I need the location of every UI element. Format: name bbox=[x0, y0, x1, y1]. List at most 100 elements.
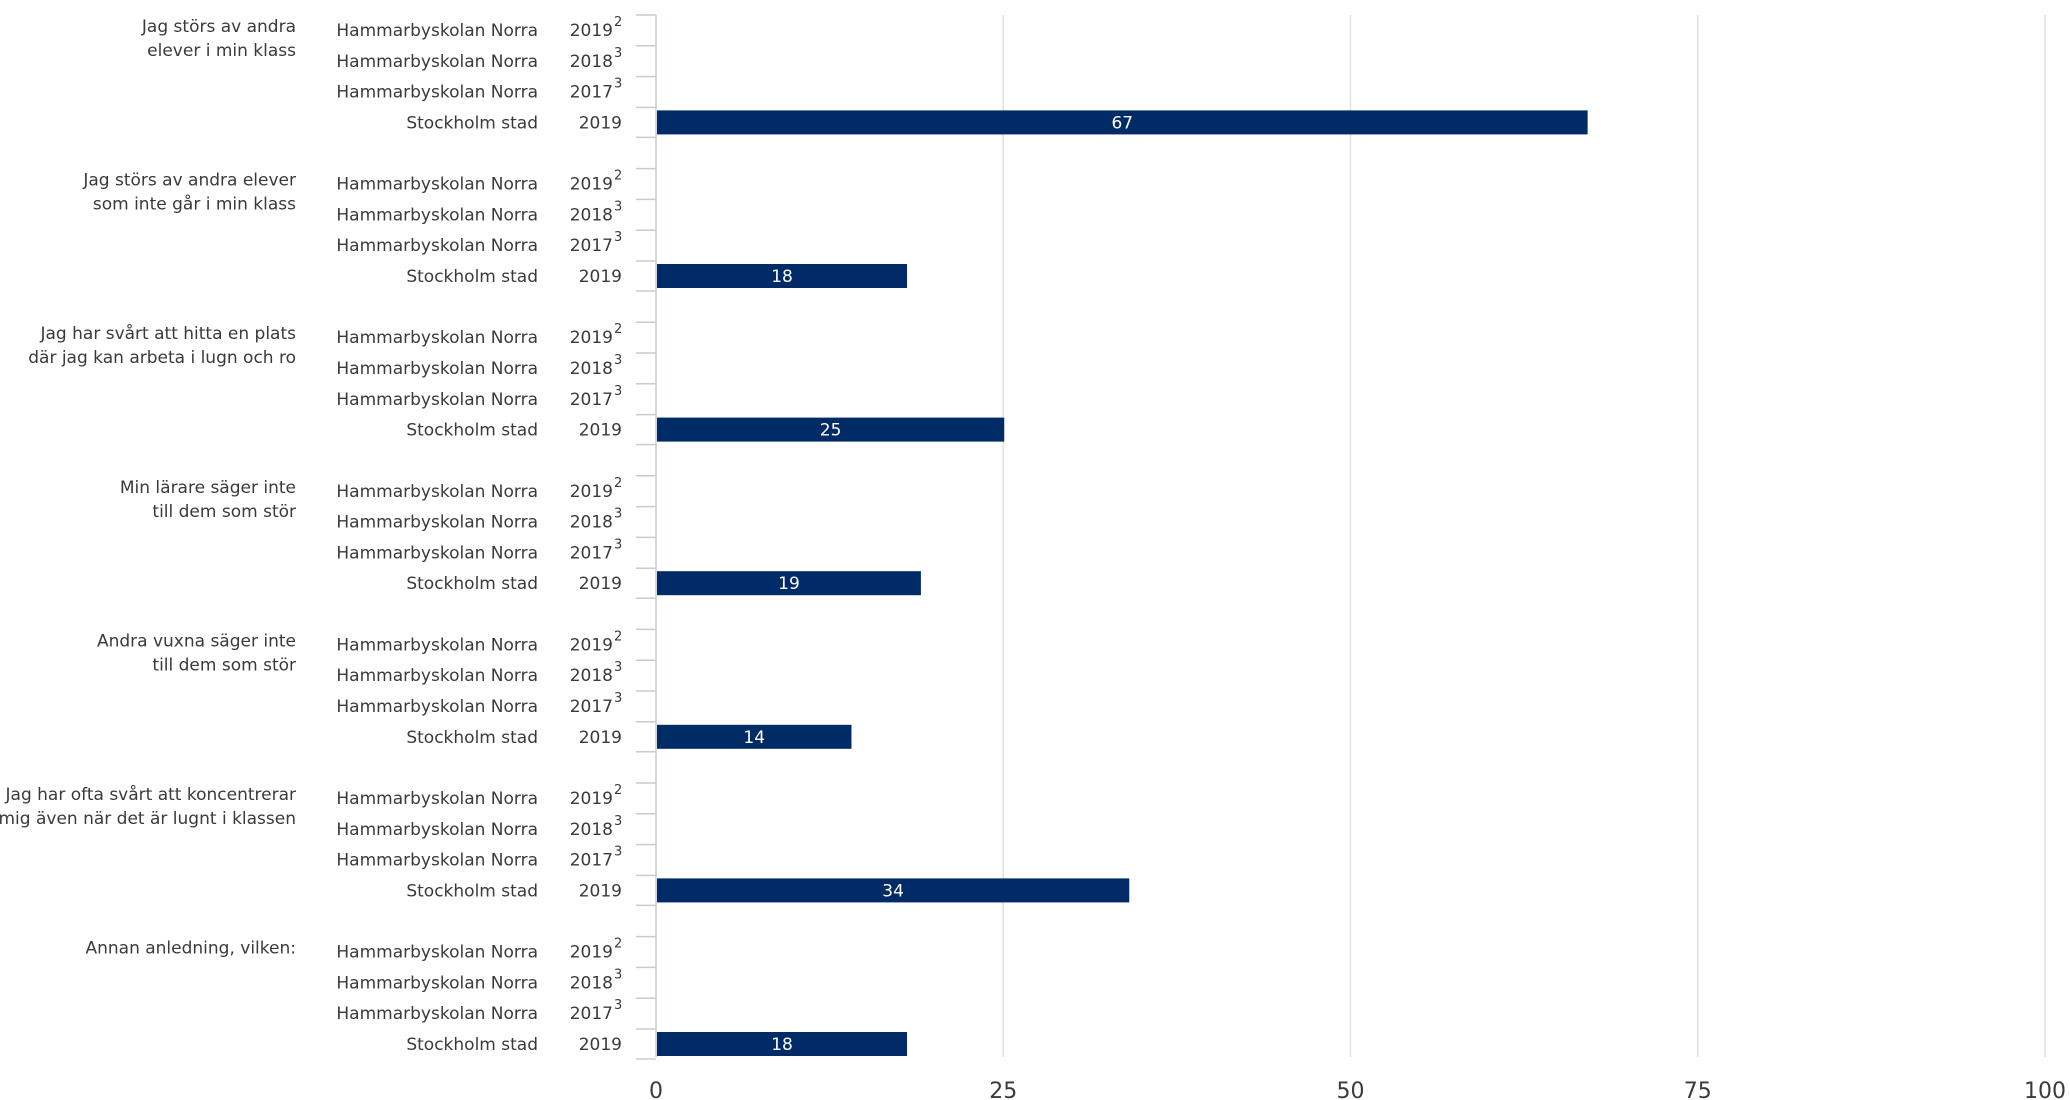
row-name-label: Hammarbyskolan Norra bbox=[336, 236, 538, 256]
row-name-label: Hammarbyskolan Norra bbox=[336, 973, 538, 993]
row-name-label: Stockholm stad bbox=[406, 728, 538, 748]
row-name-label: Stockholm stad bbox=[406, 574, 538, 594]
footnote-marker: 3 bbox=[614, 537, 622, 552]
row-name-label: Hammarbyskolan Norra bbox=[336, 175, 538, 195]
row-name-label: Hammarbyskolan Norra bbox=[336, 482, 538, 502]
bar-value-label: 67 bbox=[1111, 113, 1133, 133]
row-name-label: Hammarbyskolan Norra bbox=[336, 205, 538, 225]
row-name-label: Hammarbyskolan Norra bbox=[336, 851, 538, 871]
footnote-marker: 3 bbox=[614, 384, 622, 399]
row-year-label: 2017 bbox=[570, 390, 613, 410]
x-tick-label: 50 bbox=[1337, 1079, 1365, 1100]
footnote-marker: 2 bbox=[614, 783, 622, 798]
row-year-label: 2018 bbox=[570, 359, 613, 379]
bar-value-label: 18 bbox=[771, 1035, 793, 1055]
question-label: Jag störs av andra elever bbox=[82, 171, 296, 191]
question-label: Andra vuxna säger inte bbox=[97, 631, 296, 651]
row-year-label: 2017 bbox=[570, 236, 613, 256]
footnote-marker: 3 bbox=[614, 967, 622, 982]
row-year-label: 2018 bbox=[570, 205, 613, 225]
row-name-label: Stockholm stad bbox=[406, 1035, 538, 1055]
question-label: som inte går i min klass bbox=[93, 194, 296, 215]
footnote-marker: 2 bbox=[614, 169, 622, 184]
row-year-label: 2019 bbox=[570, 328, 613, 348]
row-name-label: Stockholm stad bbox=[406, 881, 538, 901]
row-name-label: Hammarbyskolan Norra bbox=[336, 543, 538, 563]
x-tick-label: 100 bbox=[2024, 1079, 2066, 1100]
bar-value-label: 18 bbox=[771, 267, 793, 287]
row-name-label: Hammarbyskolan Norra bbox=[336, 666, 538, 686]
bars: 67 18 25 19 14 34 18 bbox=[657, 110, 1588, 1056]
row-name-label: Hammarbyskolan Norra bbox=[336, 21, 538, 41]
row-name-label: Hammarbyskolan Norra bbox=[336, 513, 538, 533]
row-year-label: 2018 bbox=[570, 666, 613, 686]
row-year-label: 2018 bbox=[570, 973, 613, 993]
y-axis bbox=[636, 14, 657, 1060]
question-label: där jag kan arbeta i lugn och ro bbox=[28, 348, 296, 368]
footnote-marker: 3 bbox=[614, 230, 622, 245]
row-year-label: 2017 bbox=[570, 697, 613, 717]
row-year-label: 2019 bbox=[570, 21, 613, 41]
row-year-label: 2019 bbox=[570, 482, 613, 502]
footnote-marker: 2 bbox=[614, 322, 622, 337]
row-name-label: Stockholm stad bbox=[406, 113, 538, 133]
bar bbox=[657, 571, 921, 596]
footnote-marker: 3 bbox=[614, 77, 622, 92]
row-year-label: 2019 bbox=[579, 113, 622, 133]
row-name-label: Stockholm stad bbox=[406, 421, 538, 441]
bar bbox=[657, 878, 1130, 903]
row-year-label: 2018 bbox=[570, 820, 613, 840]
question-label: mig även när det är lugnt i klassen bbox=[0, 809, 296, 829]
row-year-label: 2017 bbox=[570, 851, 613, 871]
bar-value-label: 25 bbox=[820, 421, 842, 441]
bar-value-label: 19 bbox=[778, 574, 800, 594]
row-name-label: Stockholm stad bbox=[406, 267, 538, 287]
row-name-label: Hammarbyskolan Norra bbox=[336, 943, 538, 963]
footnote-marker: 2 bbox=[614, 937, 622, 952]
footnote-marker: 2 bbox=[614, 476, 622, 491]
question-label: elever i min klass bbox=[147, 41, 296, 61]
bar-value-label: 14 bbox=[743, 728, 765, 748]
row-year-label: 2019 bbox=[579, 1035, 622, 1055]
row-year-label: 2019 bbox=[570, 175, 613, 195]
row-name-label: Hammarbyskolan Norra bbox=[336, 697, 538, 717]
question-label: till dem som stör bbox=[152, 502, 296, 522]
row-name-label: Hammarbyskolan Norra bbox=[336, 789, 538, 809]
footnote-marker: 2 bbox=[614, 15, 622, 30]
footnote-marker: 3 bbox=[614, 845, 622, 860]
row-name-label: Hammarbyskolan Norra bbox=[336, 328, 538, 348]
question-label: Jag störs av andra bbox=[141, 17, 296, 37]
row-year-label: 2019 bbox=[579, 728, 622, 748]
footnote-marker: 3 bbox=[614, 691, 622, 706]
bar bbox=[657, 264, 908, 288]
row-name-label: Hammarbyskolan Norra bbox=[336, 820, 538, 840]
bar bbox=[657, 1032, 908, 1056]
row-year-label: 2019 bbox=[579, 421, 622, 441]
row-year-label: 2017 bbox=[570, 543, 613, 563]
row-year-label: 2019 bbox=[579, 267, 622, 287]
footnote-marker: 3 bbox=[614, 814, 622, 829]
x-tick-label: 75 bbox=[1684, 1079, 1712, 1100]
row-name-label: Hammarbyskolan Norra bbox=[336, 635, 538, 655]
gridlines bbox=[1002, 15, 2046, 1057]
bar-value-label: 34 bbox=[882, 881, 904, 901]
row-year-label: 2018 bbox=[570, 513, 613, 533]
footnote-marker: 2 bbox=[614, 629, 622, 644]
footnote-marker: 3 bbox=[614, 46, 622, 61]
row-year-label: 2017 bbox=[570, 1004, 613, 1024]
x-tick-label: 25 bbox=[989, 1079, 1017, 1100]
footnote-marker: 3 bbox=[614, 353, 622, 368]
row-name-label: Hammarbyskolan Norra bbox=[336, 359, 538, 379]
row-name-label: Hammarbyskolan Norra bbox=[336, 83, 538, 103]
row-year-label: 2019 bbox=[570, 789, 613, 809]
row-year-label: 2019 bbox=[570, 943, 613, 963]
row-name-label: Hammarbyskolan Norra bbox=[336, 52, 538, 72]
row-year-label: 2019 bbox=[570, 635, 613, 655]
bar bbox=[657, 724, 852, 749]
footnote-marker: 3 bbox=[614, 660, 622, 675]
row-year-label: 2019 bbox=[579, 881, 622, 901]
row-year-label: 2018 bbox=[570, 52, 613, 72]
bar bbox=[657, 110, 1588, 135]
question-label: Min lärare säger inte bbox=[120, 478, 296, 498]
